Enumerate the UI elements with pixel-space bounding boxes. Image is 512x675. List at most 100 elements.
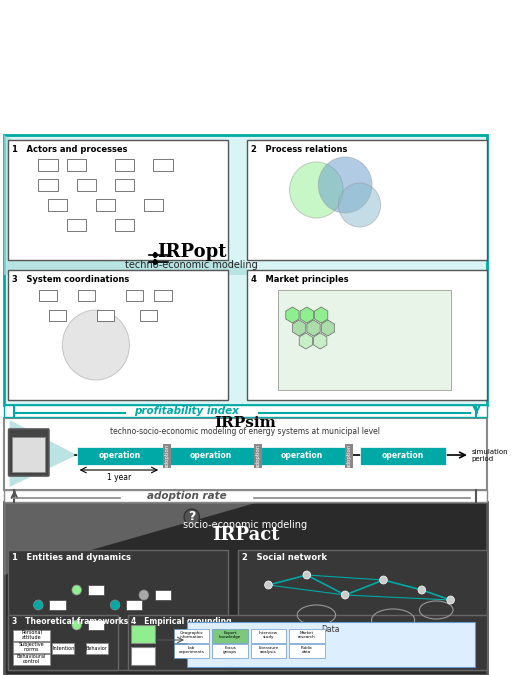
Circle shape	[72, 585, 81, 595]
Text: IRPsim: IRPsim	[215, 416, 276, 430]
Text: Behavior: Behavior	[86, 645, 108, 651]
Text: 4   Empirical grounding: 4 Empirical grounding	[132, 617, 232, 626]
Text: adoption rate: adoption rate	[147, 491, 227, 501]
FancyBboxPatch shape	[8, 615, 118, 670]
Text: ?: ?	[188, 510, 196, 524]
FancyBboxPatch shape	[163, 444, 170, 468]
FancyBboxPatch shape	[212, 628, 248, 643]
FancyBboxPatch shape	[8, 270, 228, 400]
Text: techno-economic modeling: techno-economic modeling	[125, 260, 258, 270]
Text: Market
research: Market research	[298, 630, 316, 639]
Polygon shape	[4, 502, 259, 575]
Text: Intention: Intention	[52, 645, 74, 651]
FancyBboxPatch shape	[126, 600, 142, 610]
Circle shape	[110, 600, 120, 610]
FancyBboxPatch shape	[212, 643, 248, 657]
Text: 2   Social network: 2 Social network	[242, 553, 327, 562]
FancyBboxPatch shape	[359, 447, 446, 465]
FancyBboxPatch shape	[38, 179, 57, 191]
Circle shape	[338, 183, 380, 227]
Text: Interview
study: Interview study	[259, 630, 278, 639]
Text: Focus
groups: Focus groups	[223, 646, 237, 654]
FancyBboxPatch shape	[13, 630, 50, 641]
FancyBboxPatch shape	[48, 199, 67, 211]
Text: Expert
knowledge: Expert knowledge	[219, 630, 241, 639]
FancyBboxPatch shape	[140, 310, 157, 321]
FancyBboxPatch shape	[13, 641, 50, 653]
Polygon shape	[286, 307, 299, 323]
FancyBboxPatch shape	[4, 490, 487, 502]
FancyBboxPatch shape	[67, 159, 87, 171]
Polygon shape	[10, 420, 77, 487]
Text: Literature
analysis: Literature analysis	[259, 646, 279, 654]
Circle shape	[418, 586, 425, 594]
FancyBboxPatch shape	[8, 140, 228, 260]
FancyBboxPatch shape	[115, 179, 134, 191]
Text: operation: operation	[281, 452, 323, 460]
Text: operation: operation	[99, 452, 141, 460]
FancyBboxPatch shape	[38, 159, 57, 171]
Circle shape	[265, 581, 272, 589]
Text: adoption: adoption	[164, 444, 169, 468]
Circle shape	[380, 576, 388, 584]
FancyBboxPatch shape	[115, 219, 134, 231]
FancyBboxPatch shape	[345, 444, 353, 468]
Text: operation: operation	[190, 452, 232, 460]
FancyBboxPatch shape	[125, 290, 143, 300]
FancyBboxPatch shape	[247, 270, 487, 400]
FancyBboxPatch shape	[49, 310, 66, 321]
Text: operation: operation	[381, 452, 424, 460]
Text: 3   System coordinations: 3 System coordinations	[11, 275, 129, 284]
FancyBboxPatch shape	[289, 628, 325, 643]
FancyBboxPatch shape	[12, 437, 45, 472]
Text: socio-economic modeling: socio-economic modeling	[183, 520, 308, 530]
FancyBboxPatch shape	[254, 444, 262, 468]
Circle shape	[303, 571, 311, 579]
Polygon shape	[292, 320, 306, 336]
Circle shape	[154, 253, 157, 257]
FancyBboxPatch shape	[78, 290, 95, 300]
Polygon shape	[321, 320, 334, 336]
Text: 1   Entities and dynamics: 1 Entities and dynamics	[11, 553, 131, 562]
FancyBboxPatch shape	[86, 643, 108, 653]
FancyBboxPatch shape	[187, 622, 475, 667]
FancyBboxPatch shape	[251, 643, 286, 657]
Polygon shape	[307, 320, 320, 336]
FancyBboxPatch shape	[259, 447, 345, 465]
Text: 4   Market principles: 4 Market principles	[251, 275, 349, 284]
FancyBboxPatch shape	[88, 620, 104, 630]
Text: profitability index: profitability index	[134, 406, 239, 416]
FancyBboxPatch shape	[289, 643, 325, 657]
FancyBboxPatch shape	[49, 600, 66, 610]
Text: techno-socio-economic modeling of energy systems at municipal level: techno-socio-economic modeling of energy…	[111, 427, 380, 435]
FancyBboxPatch shape	[155, 590, 171, 600]
FancyBboxPatch shape	[154, 290, 172, 300]
FancyBboxPatch shape	[4, 418, 487, 490]
FancyBboxPatch shape	[168, 447, 254, 465]
FancyBboxPatch shape	[67, 219, 87, 231]
Polygon shape	[300, 307, 313, 323]
Text: 1 year: 1 year	[107, 473, 131, 482]
Text: 1   Actors and processes: 1 Actors and processes	[11, 145, 127, 154]
Polygon shape	[314, 307, 328, 323]
FancyBboxPatch shape	[238, 550, 487, 670]
Text: Behavioural
control: Behavioural control	[17, 653, 46, 664]
Text: 2   Process relations: 2 Process relations	[251, 145, 348, 154]
FancyBboxPatch shape	[77, 447, 163, 465]
Polygon shape	[4, 135, 259, 275]
FancyBboxPatch shape	[39, 290, 56, 300]
Text: 3   Theoretical frameworks: 3 Theoretical frameworks	[11, 617, 128, 626]
FancyBboxPatch shape	[88, 585, 104, 595]
FancyBboxPatch shape	[97, 310, 114, 321]
FancyBboxPatch shape	[4, 135, 487, 405]
Circle shape	[342, 591, 349, 599]
Text: Subjective
norms: Subjective norms	[19, 642, 45, 653]
FancyBboxPatch shape	[13, 653, 50, 664]
Circle shape	[318, 157, 372, 213]
FancyBboxPatch shape	[144, 199, 163, 211]
Text: simulation
period: simulation period	[472, 450, 508, 462]
Text: Personal
attitude: Personal attitude	[21, 630, 42, 641]
FancyBboxPatch shape	[174, 643, 209, 657]
FancyBboxPatch shape	[4, 502, 487, 675]
FancyBboxPatch shape	[96, 199, 115, 211]
